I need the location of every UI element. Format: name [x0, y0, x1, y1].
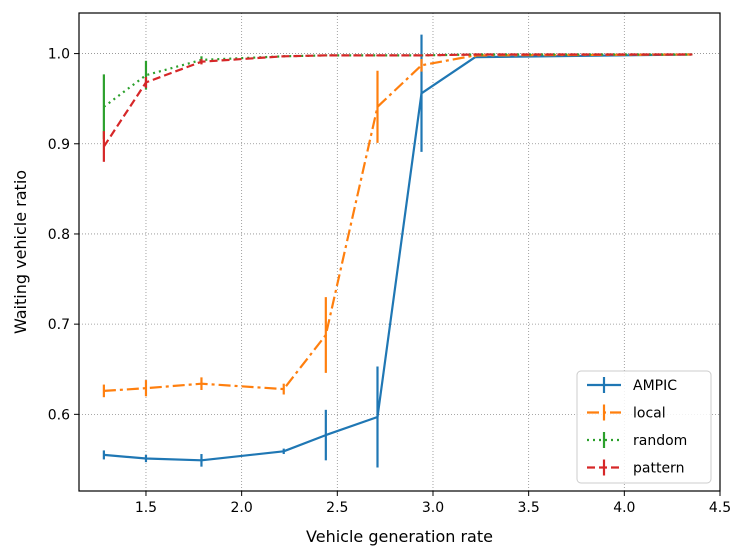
series-line-pattern	[102, 53, 692, 148]
x-tick-label: 2.0	[231, 500, 253, 516]
legend-label-local: local	[633, 406, 666, 422]
legend-label-AMPIC: AMPIC	[633, 378, 677, 394]
y-tick-label: 0.9	[48, 137, 70, 153]
x-tick-label: 4.0	[613, 500, 635, 516]
series-pattern	[102, 53, 693, 162]
legend-label-pattern: pattern	[633, 461, 684, 477]
y-tick-label: 0.8	[48, 227, 70, 243]
x-tick-label: 1.5	[135, 500, 157, 516]
x-axis-label: Vehicle generation rate	[306, 527, 493, 546]
x-tick-label: 3.0	[422, 500, 444, 516]
legend: AMPIC local random pattern	[576, 370, 712, 484]
legend-label-random: random	[633, 433, 687, 449]
legend-box	[576, 370, 712, 484]
axes: 1.5 2.0 2.5 3.0 3.5 4.0 4.5 0.6 0.7 0.8 0.9 1.0	[48, 47, 731, 516]
y-axis-label: Waiting vehicle ratio	[11, 170, 30, 334]
x-tick-label: 4.5	[709, 500, 731, 516]
y-tick-label: 0.7	[48, 317, 70, 333]
plot-frame	[78, 12, 721, 492]
x-tick-label: 2.5	[326, 500, 348, 516]
y-tick-label: 1.0	[48, 47, 70, 63]
series-layer	[102, 34, 693, 468]
x-tick-label: 3.5	[518, 500, 540, 516]
y-tick-label: 0.6	[48, 407, 70, 423]
